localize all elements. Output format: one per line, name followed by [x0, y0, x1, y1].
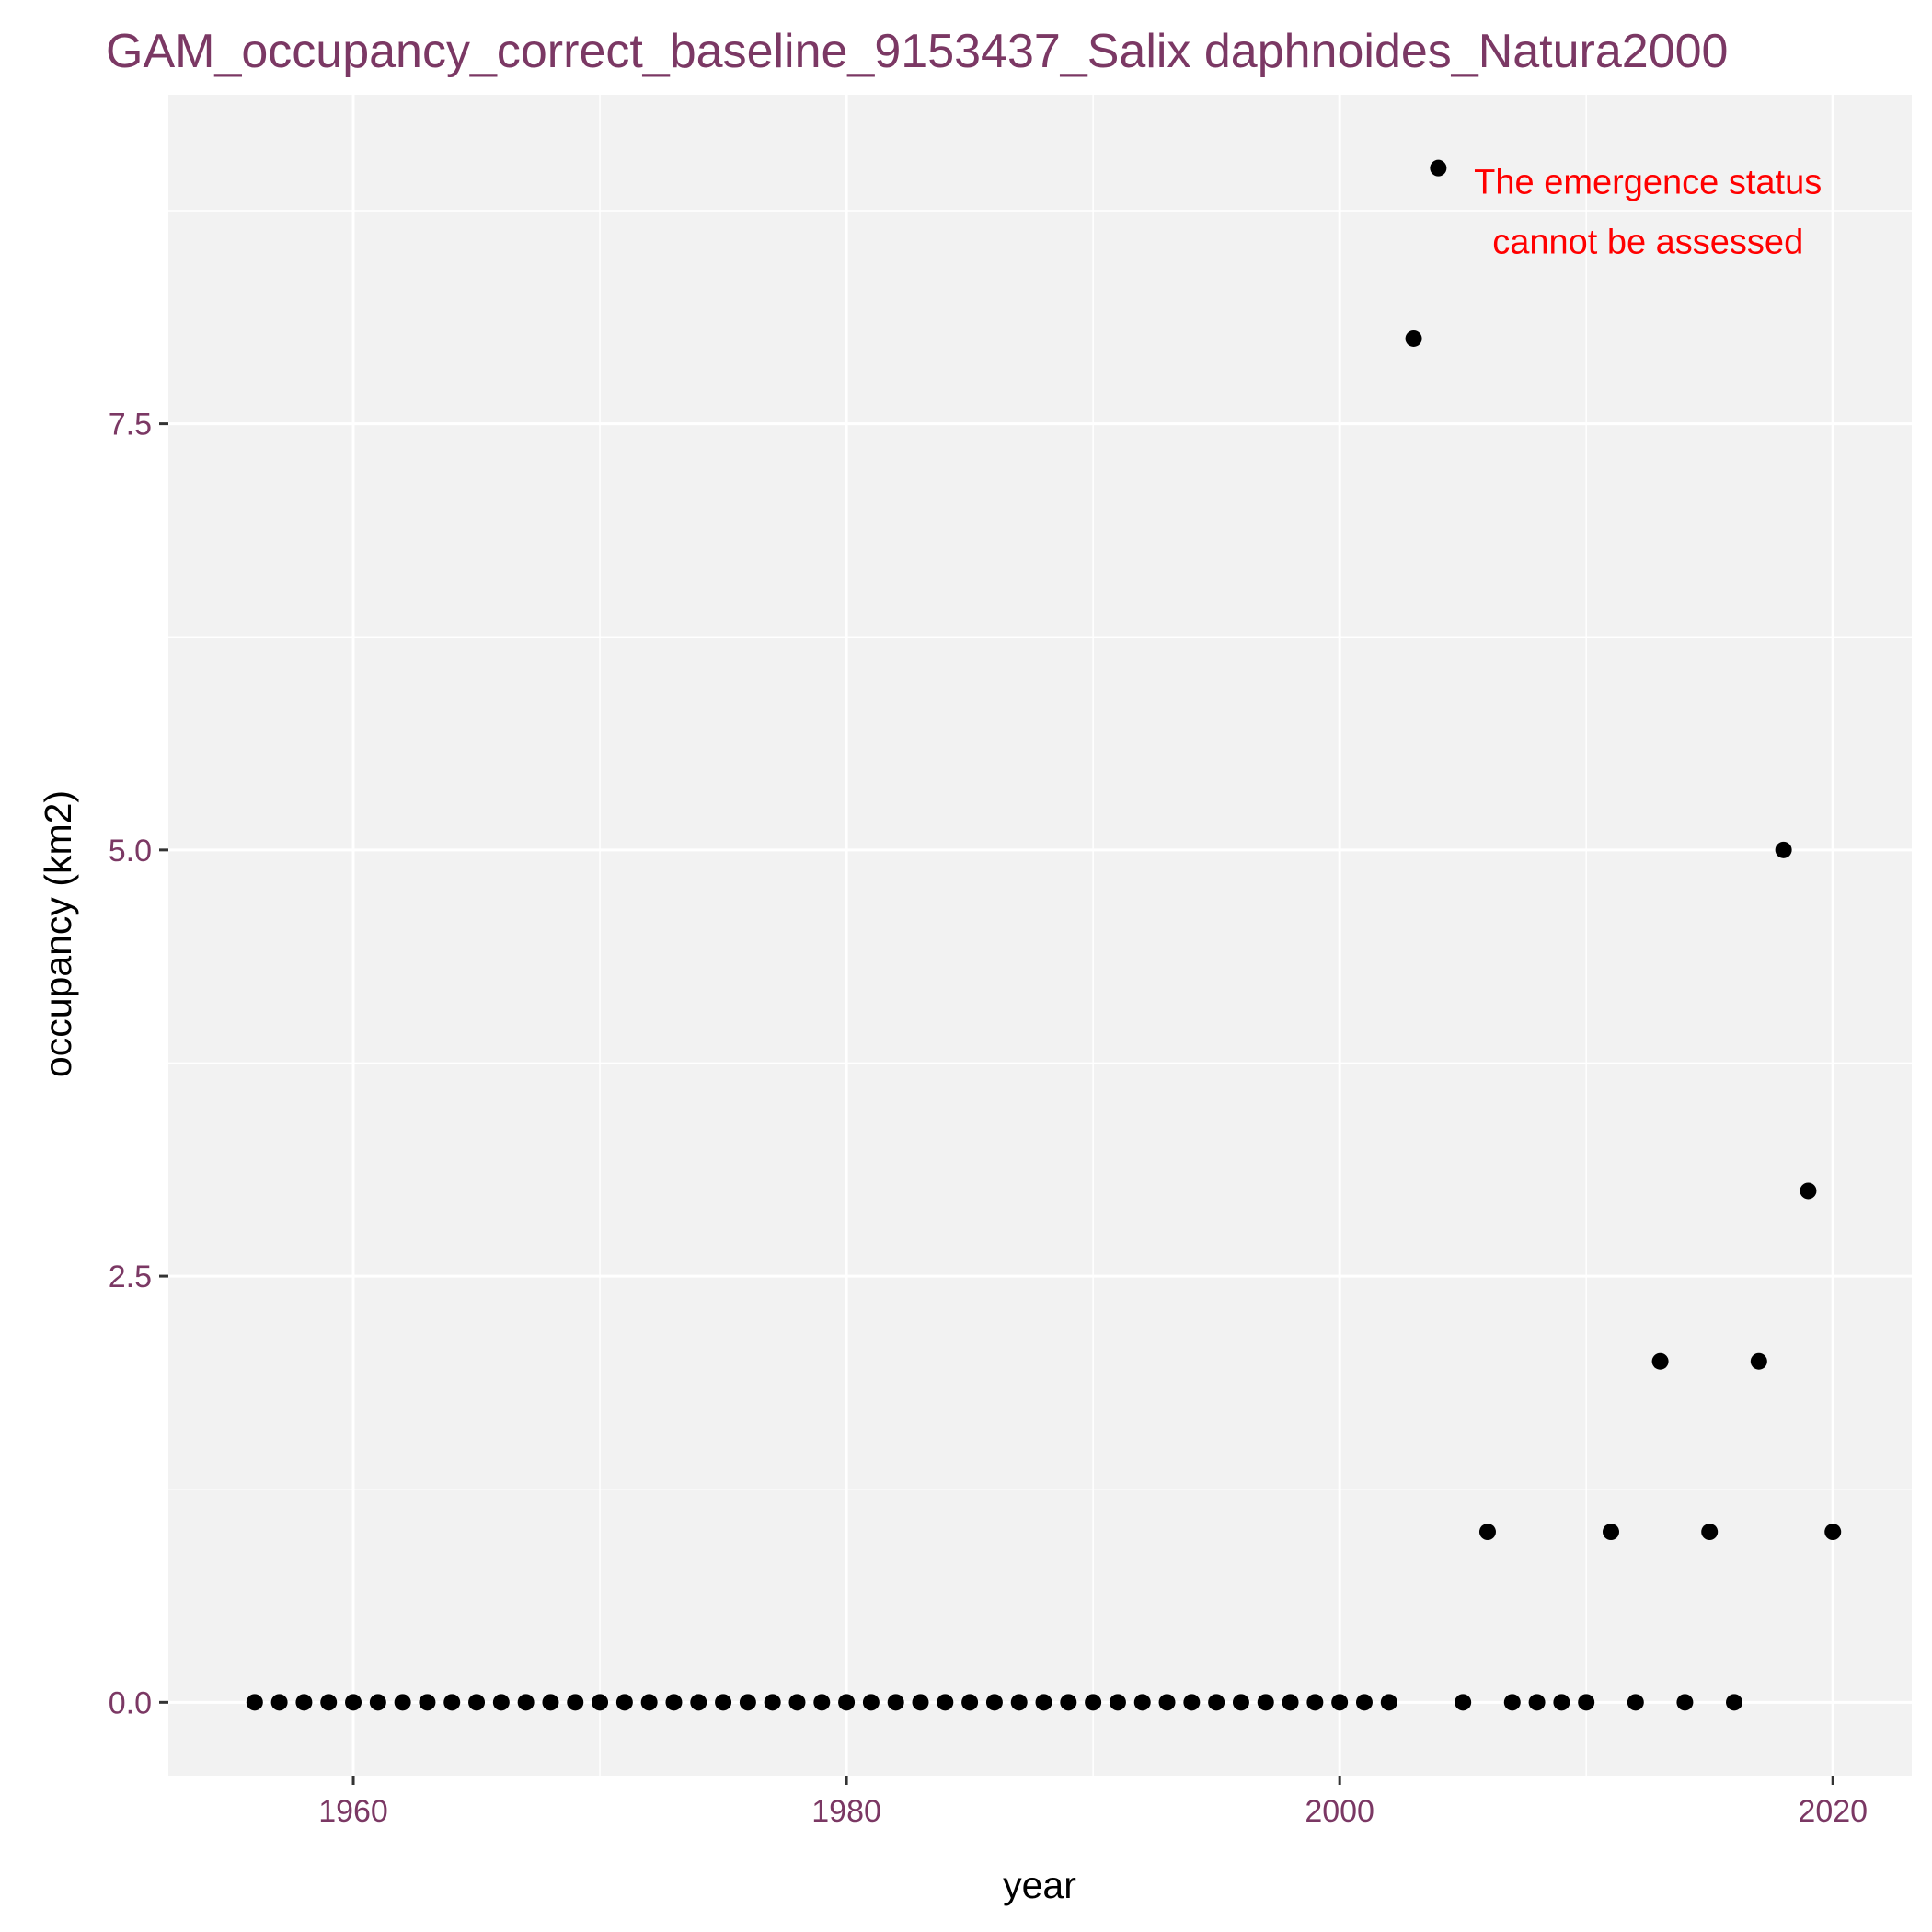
x-axis: 1960 1980 2000 2020 [318, 1776, 1868, 1829]
data-point [1158, 1694, 1176, 1711]
data-point [1627, 1694, 1644, 1711]
data-point [838, 1694, 856, 1711]
data-point [419, 1694, 436, 1711]
minor-gridlines [168, 95, 1912, 1776]
data-point [985, 1694, 1003, 1711]
data-point [1701, 1524, 1719, 1541]
data-point [1503, 1694, 1521, 1711]
data-point [665, 1694, 683, 1711]
data-point [739, 1694, 756, 1711]
data-point [813, 1694, 831, 1711]
data-point [1331, 1694, 1349, 1711]
data-point [1405, 329, 1422, 347]
data-point [1355, 1694, 1373, 1711]
data-point [1380, 1694, 1397, 1711]
data-point [1430, 159, 1447, 177]
data-point [1060, 1694, 1077, 1711]
data-point [937, 1694, 954, 1711]
data-point [788, 1694, 806, 1711]
data-point [1750, 1352, 1767, 1370]
data-point [912, 1694, 929, 1711]
data-point [443, 1694, 461, 1711]
x-tick-label: 1960 [318, 1794, 388, 1829]
data-point [715, 1694, 732, 1711]
chart-title: GAM_occupancy_correct_baseline_9153437_S… [106, 25, 1728, 78]
x-tick-label: 2000 [1305, 1794, 1374, 1829]
data-point [1035, 1694, 1052, 1711]
data-point [1726, 1694, 1743, 1711]
data-point [542, 1694, 559, 1711]
data-point [1553, 1694, 1570, 1711]
data-point [517, 1694, 535, 1711]
data-point [1133, 1694, 1151, 1711]
data-point [1651, 1352, 1669, 1370]
data-point [1775, 841, 1792, 858]
annotation-line: The emergence status [1474, 163, 1822, 201]
data-point [1455, 1694, 1472, 1711]
y-tick-label: 5.0 [109, 834, 152, 868]
y-tick-label: 7.5 [109, 408, 152, 443]
x-axis-label: year [1003, 1864, 1076, 1906]
data-point [1306, 1694, 1324, 1711]
data-point [887, 1694, 904, 1711]
data-point [295, 1694, 313, 1711]
data-point [1232, 1694, 1249, 1711]
y-axis-label: occupancy (km2) [37, 790, 79, 1077]
data-point [1085, 1694, 1102, 1711]
data-point [961, 1694, 979, 1711]
x-tick-label: 2020 [1798, 1794, 1868, 1829]
data-point [1824, 1524, 1842, 1541]
data-point [1282, 1694, 1299, 1711]
y-axis: 0.0 2.5 5.0 7.5 [109, 408, 168, 1720]
data-point [592, 1694, 609, 1711]
y-tick-label: 2.5 [109, 1259, 152, 1294]
data-point [492, 1694, 510, 1711]
data-point [468, 1694, 486, 1711]
data-point [394, 1694, 411, 1711]
data-point [690, 1694, 707, 1711]
annotation-line: cannot be assessed [1492, 223, 1803, 261]
data-point [369, 1694, 386, 1711]
plot-panel [168, 95, 1912, 1776]
data-point [567, 1694, 584, 1711]
data-point [1478, 1524, 1496, 1541]
status-annotation: The emergence status cannot be assessed [1474, 163, 1822, 261]
data-point [270, 1694, 288, 1711]
data-point [246, 1694, 263, 1711]
data-point [1578, 1694, 1595, 1711]
data-point [1183, 1694, 1201, 1711]
data-points [246, 159, 1842, 1711]
data-point [320, 1694, 338, 1711]
data-point [764, 1694, 781, 1711]
x-tick-label: 1980 [811, 1794, 881, 1829]
data-point [1528, 1694, 1546, 1711]
data-point [1800, 1182, 1817, 1200]
data-point [1257, 1694, 1274, 1711]
data-point [640, 1694, 658, 1711]
y-tick-label: 0.0 [109, 1685, 152, 1720]
data-point [1010, 1694, 1028, 1711]
data-point [1676, 1694, 1694, 1711]
data-point [345, 1694, 362, 1711]
data-point [1602, 1524, 1619, 1541]
data-point [1109, 1694, 1126, 1711]
data-point [615, 1694, 633, 1711]
data-point [1208, 1694, 1225, 1711]
data-point [862, 1694, 880, 1711]
